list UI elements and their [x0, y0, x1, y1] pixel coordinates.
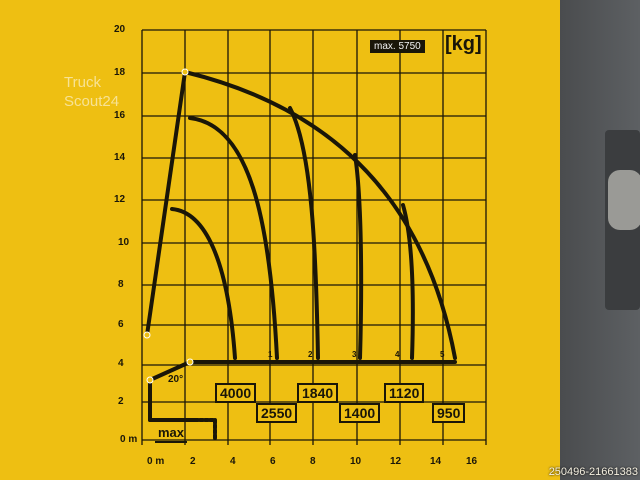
joint: [143, 331, 151, 339]
main-boom: [145, 70, 187, 337]
load-value-box: 2550: [256, 403, 298, 423]
joint: [146, 376, 154, 384]
y-tick-label: 2: [118, 396, 124, 407]
max-arrow-label: max: [155, 425, 188, 443]
max-load-badge: max. 5750: [370, 40, 425, 53]
curve-2: [288, 106, 320, 360]
x-tick-label: 2: [190, 456, 196, 467]
y-tick-label: 10: [118, 237, 130, 248]
extension-label: 5: [440, 350, 445, 359]
y-tick-label: 18: [114, 67, 126, 78]
y-tick-label: 20: [114, 24, 126, 35]
x-tick-label: 6: [270, 456, 276, 467]
x-tick-label: 16: [466, 456, 478, 467]
load-value-box: 1840: [297, 383, 339, 403]
curve-4: [401, 203, 415, 360]
max-extension: [193, 418, 217, 440]
y-tick-label: 4: [118, 358, 124, 369]
extension-label: 4: [395, 350, 400, 359]
y-tick-label: 6: [118, 319, 124, 330]
angle-label: 20°: [168, 374, 184, 385]
y-tick-label: 0 m: [120, 434, 138, 445]
load-value-box: 950: [432, 403, 466, 423]
x-tick-label: 8: [310, 456, 316, 467]
image-id-text: 250496-21661383: [548, 466, 638, 478]
x-tick-label: 14: [430, 456, 442, 467]
joint: [186, 358, 194, 366]
load-value-box: 1120: [384, 383, 425, 403]
panel-knob: [608, 170, 640, 230]
watermark-line2: Scout24: [64, 93, 120, 110]
envelope-curve: [183, 70, 457, 360]
curve-1: [188, 116, 279, 360]
x-tick-label: 4: [230, 456, 236, 467]
x-tick-label: 10: [350, 456, 362, 467]
y-tick-label: 8: [118, 279, 124, 290]
curve-3: [353, 153, 364, 360]
curve-base: [170, 207, 237, 360]
y-tick-label: 12: [114, 194, 126, 205]
load-value-box: 4000: [215, 383, 257, 403]
extension-label: 3: [352, 350, 357, 359]
joint: [181, 68, 189, 76]
y-tick-label: 16: [114, 110, 126, 121]
y-tick-label: 14: [114, 152, 126, 163]
extension-label: 1: [268, 350, 273, 359]
x-tick-label: 12: [390, 456, 402, 467]
load-value-box: 1400: [339, 403, 381, 423]
unit-label: [kg]: [445, 33, 482, 55]
knuckle-boom: [148, 360, 192, 382]
watermark-line1: Truck: [64, 74, 101, 91]
x-tick-label: 0 m: [147, 456, 165, 467]
extension-label: 2: [308, 350, 313, 359]
